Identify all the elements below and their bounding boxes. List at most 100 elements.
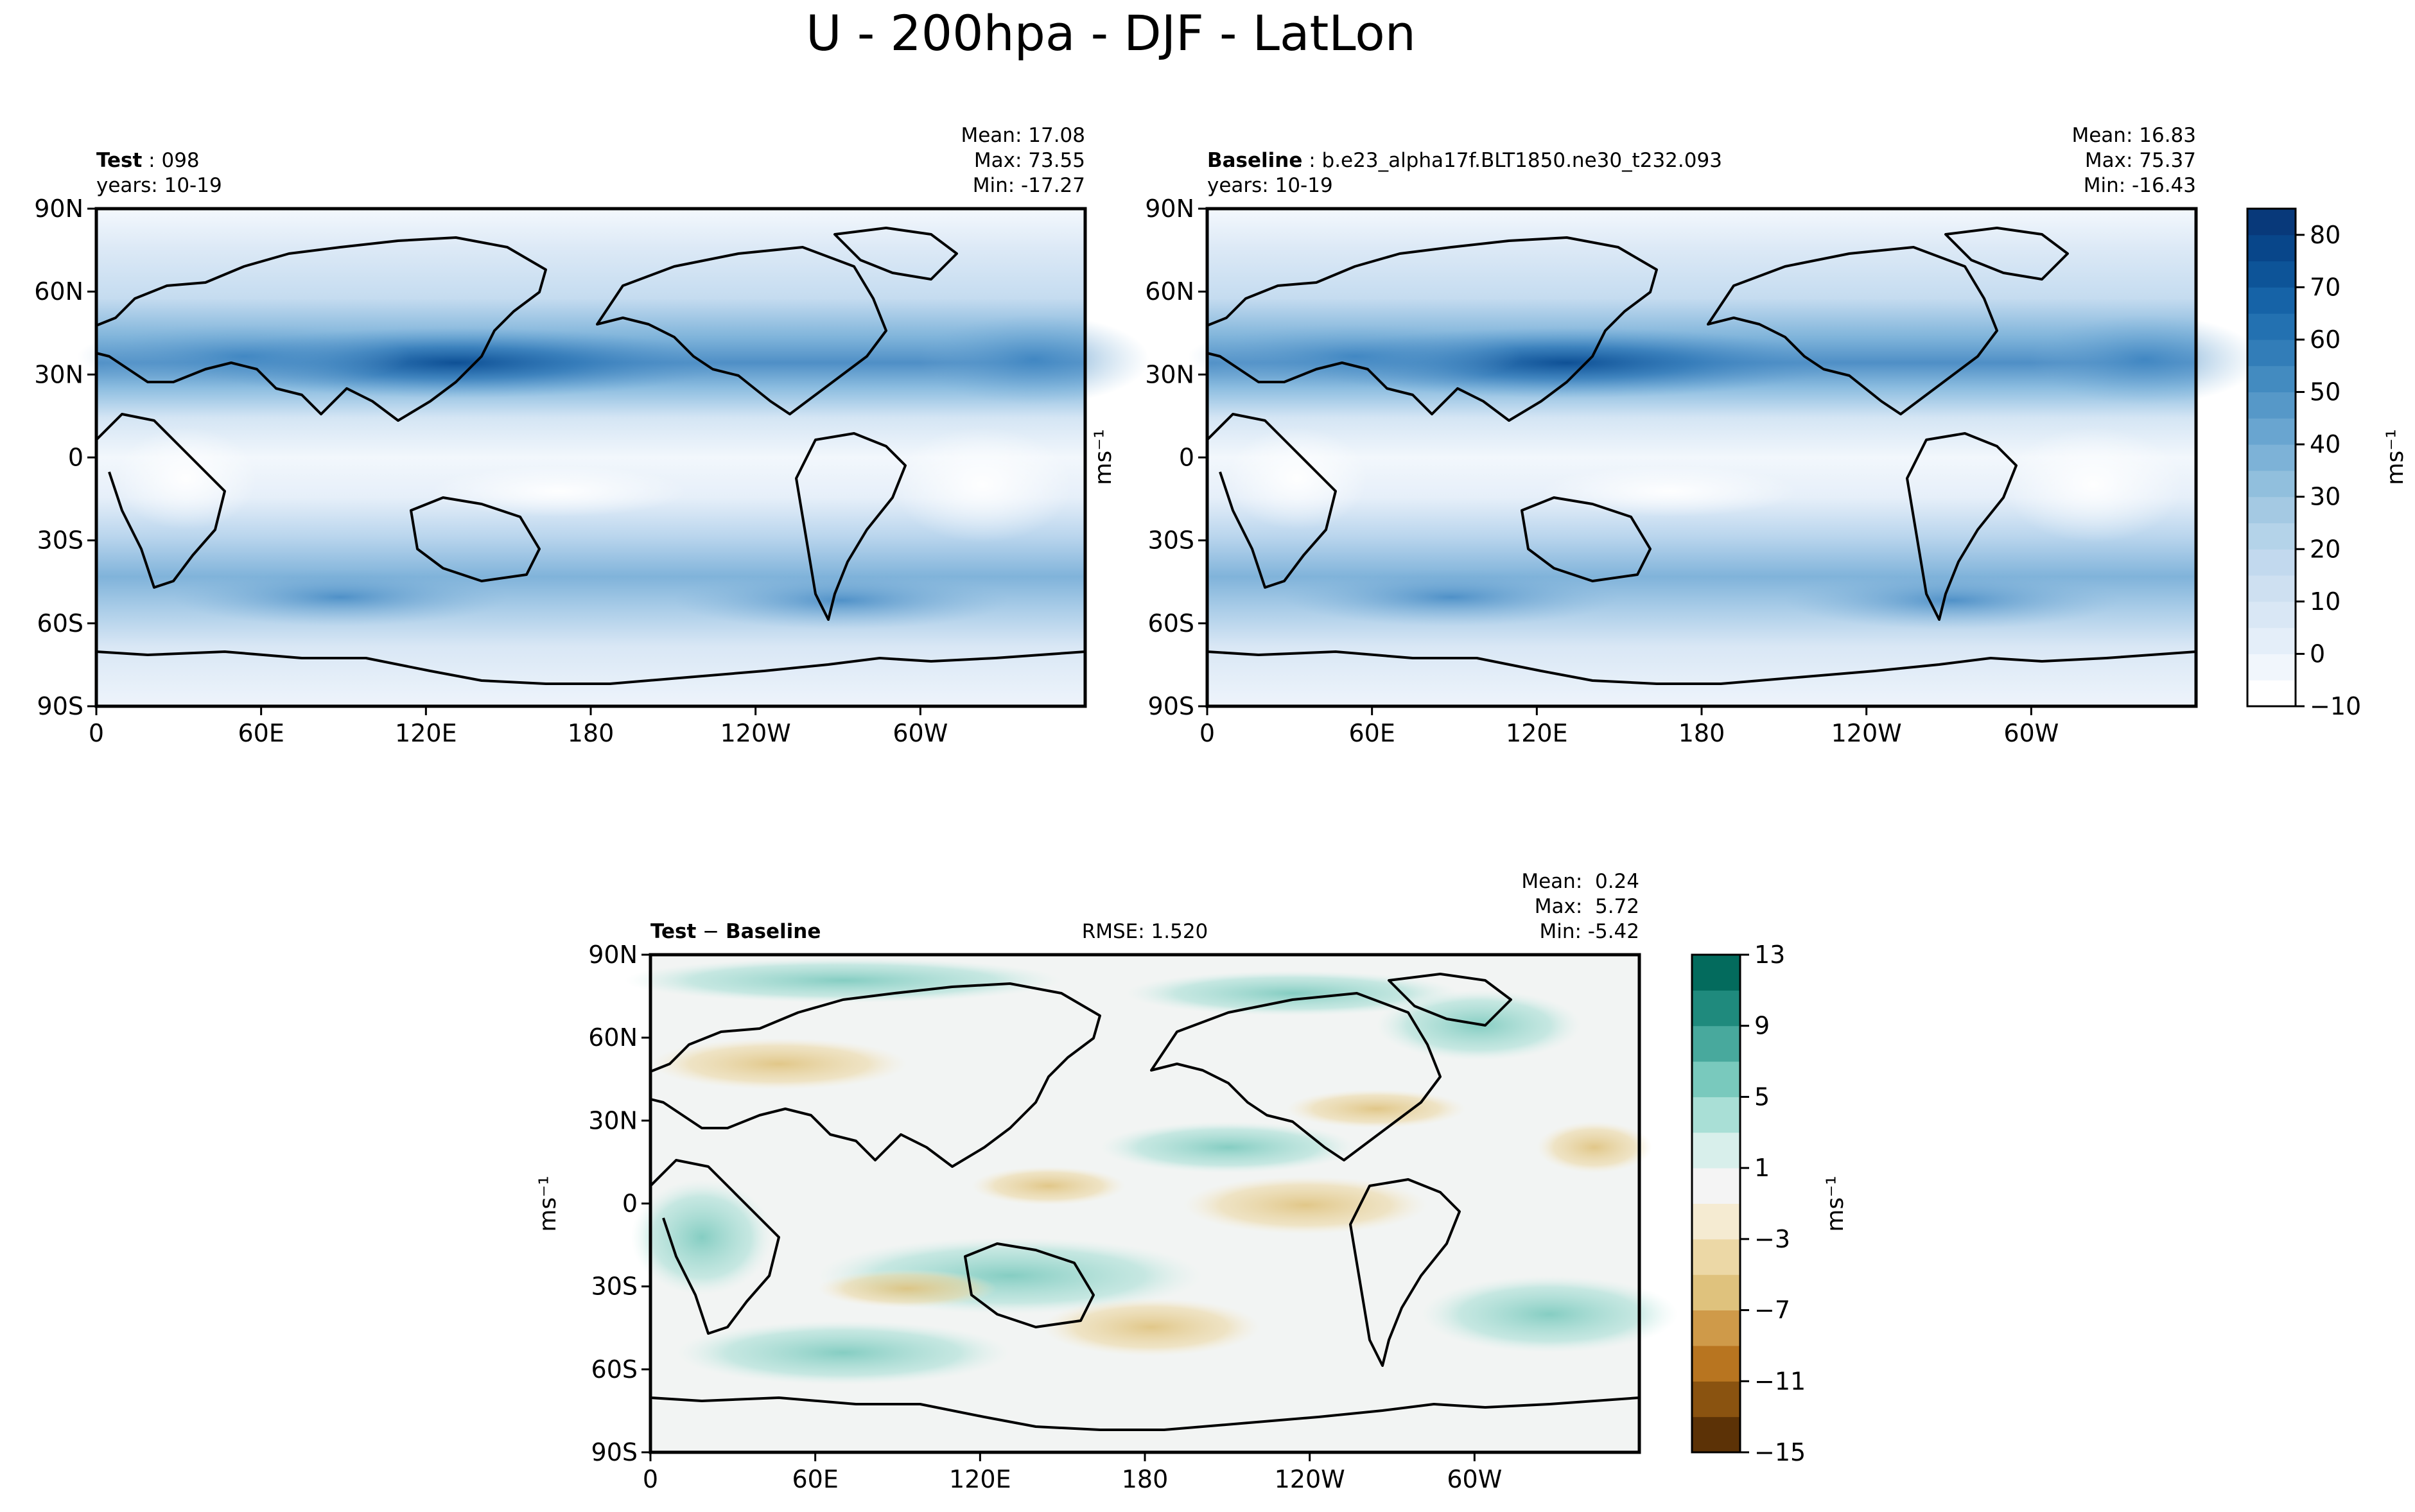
- colorbar-swatch: [1692, 1203, 1740, 1240]
- colorbar-swatch: [1692, 1168, 1740, 1204]
- baseline-colorbar-label: ms⁻¹: [2382, 429, 2409, 485]
- x-tick-label: 120W: [1831, 719, 1902, 747]
- y-tick-label: 60N: [34, 277, 83, 306]
- x-tick-label: 60W: [1447, 1465, 1502, 1493]
- y-tick-label: 0: [622, 1190, 638, 1218]
- colorbar-frame: [2246, 207, 2297, 708]
- difference-colorbar-label: ms⁻¹: [1822, 1176, 1849, 1231]
- x-tick-label: 0: [89, 719, 104, 747]
- y-tick-label: 90N: [34, 195, 83, 223]
- test-title: Test : 098: [96, 149, 200, 172]
- y-tick-label: 90S: [1148, 692, 1194, 720]
- difference-rmse: RMSE: 1.520: [1082, 920, 1208, 943]
- colorbar-tick-label: 20: [2310, 535, 2341, 563]
- colorbar-swatch: [1692, 1097, 1740, 1133]
- x-tick-label: 120W: [1275, 1465, 1345, 1493]
- colorbar-swatch: [2247, 261, 2296, 288]
- baseline-panel: Baseline : b.e23_alpha17f.BLT1850.ne30_t…: [1145, 124, 2409, 747]
- x-tick-label: 0: [643, 1465, 658, 1493]
- y-tick-label: 90N: [1145, 195, 1194, 223]
- test-axes: 0 60E 120E 180 120W 60W 90N 60N 30N 0 30S 60S 90S: [34, 195, 948, 747]
- y-tick-label: 30S: [37, 526, 83, 555]
- x-tick-label: 60W: [893, 719, 948, 747]
- colorbar-swatch: [1692, 1238, 1740, 1275]
- colorbar-swatch: [2247, 549, 2296, 576]
- colorbar-swatch: [2247, 287, 2296, 314]
- colorbar-swatch: [1692, 1274, 1740, 1311]
- x-tick-label: 60W: [2003, 719, 2059, 747]
- y-tick-label: 60N: [1145, 277, 1194, 306]
- x-tick-label: 180: [568, 719, 615, 747]
- difference-map-field: [625, 955, 1678, 1452]
- difference-max: Max: 5.72: [1535, 895, 1639, 918]
- colorbar-swatch: [2247, 523, 2296, 550]
- baseline-title: Baseline : b.e23_alpha17f.BLT1850.ne30_t…: [1207, 149, 1722, 172]
- baseline-years: years: 10-19: [1207, 174, 1333, 197]
- colorbar-tick-label: 13: [1754, 941, 1785, 969]
- colorbar-swatch: [2247, 496, 2296, 523]
- x-tick-label: 180: [1122, 1465, 1169, 1493]
- colorbar-tick-label: 70: [2310, 273, 2341, 301]
- colorbar-swatch: [2247, 418, 2296, 445]
- y-tick-label: 30S: [1148, 526, 1194, 555]
- colorbar-swatch: [1692, 1061, 1740, 1097]
- colorbar-swatch: [2247, 234, 2296, 262]
- colorbar-swatch: [2247, 339, 2296, 367]
- x-tick-label: 120W: [720, 719, 791, 747]
- colorbar-swatch: [2247, 575, 2296, 602]
- colorbar-tick-label: 50: [2310, 378, 2341, 406]
- x-tick-label: 0: [1199, 719, 1215, 747]
- colorbar-swatch: [2247, 680, 2296, 707]
- y-tick-label: 60S: [591, 1355, 638, 1384]
- baseline-colorbar: 80 70 60 50 40 30 20 10 0 −10: [2246, 207, 2361, 720]
- difference-panel: Test − Baseline RMSE: 1.520 Mean: 0.24 M…: [535, 870, 1849, 1493]
- y-tick-label: 60S: [1148, 609, 1194, 638]
- test-years: years: 10-19: [96, 174, 222, 197]
- x-tick-label: 60E: [238, 719, 284, 747]
- colorbar-swatch: [1692, 1310, 1740, 1346]
- figure-title: U - 200hpa - DJF - LatLon: [806, 4, 1416, 62]
- y-tick-label: 90S: [37, 692, 83, 720]
- baseline-max: Max: 75.37: [2085, 149, 2196, 172]
- colorbar-swatch: [1692, 1132, 1740, 1169]
- colorbar-swatch: [2247, 601, 2296, 629]
- colorbar-swatch: [2247, 313, 2296, 340]
- colorbar-tick-label: −7: [1754, 1296, 1790, 1325]
- colorbar-swatch: [2247, 470, 2296, 498]
- colorbar-tick-label: −10: [2310, 692, 2361, 720]
- x-tick-label: 180: [1678, 719, 1725, 747]
- difference-title: Test − Baseline: [650, 920, 821, 943]
- colorbar-tick-label: −3: [1754, 1225, 1790, 1253]
- x-tick-label: 120E: [395, 719, 457, 747]
- colorbar-swatch: [2247, 444, 2296, 471]
- colorbar-swatch: [2247, 654, 2296, 681]
- colorbar-swatch: [1692, 1025, 1740, 1062]
- y-tick-label: 0: [68, 444, 83, 472]
- colorbar-swatch: [1692, 955, 1740, 991]
- test-min: Min: -17.27: [973, 174, 1085, 197]
- y-tick-label: 30N: [1145, 360, 1194, 388]
- colorbar-swatch: [1692, 1381, 1740, 1418]
- colorbar-swatch: [1692, 1345, 1740, 1382]
- baseline-mean: Mean: 16.83: [2071, 124, 2196, 147]
- y-tick-label: 30N: [34, 360, 83, 388]
- colorbar-tick-label: 10: [2310, 587, 2341, 616]
- colorbar-tick-label: −15: [1754, 1438, 1806, 1466]
- test-panel: Test : 098 years: 10-19 Mean: 17.08 Max:…: [34, 124, 1149, 747]
- colorbar-swatch: [2247, 209, 2296, 236]
- colorbar-tick-label: 5: [1754, 1082, 1770, 1111]
- colorbar-swatch: [2247, 392, 2296, 419]
- colorbar-tick-label: 80: [2310, 221, 2341, 249]
- colorbar-tick-label: 9: [1754, 1012, 1770, 1040]
- colorbar-tick-label: −11: [1754, 1367, 1806, 1395]
- colorbar-frame: [1691, 953, 1741, 1454]
- colorbar-tick-label: 30: [2310, 483, 2341, 511]
- difference-min: Min: -5.42: [1539, 920, 1639, 943]
- colorbar-tick-label: 60: [2310, 326, 2341, 354]
- y-tick-label: 0: [1179, 444, 1194, 472]
- colorbar-tick-label: 0: [2310, 639, 2325, 668]
- difference-colorbar: 13 9 5 1 −3 −7 −11 −15: [1691, 941, 1806, 1466]
- baseline-axes: 0 60E 120E 180 120W 60W 90N 60N 30N 0 30S 60S 90S: [1145, 195, 2059, 747]
- colorbar-swatch: [1692, 1416, 1740, 1453]
